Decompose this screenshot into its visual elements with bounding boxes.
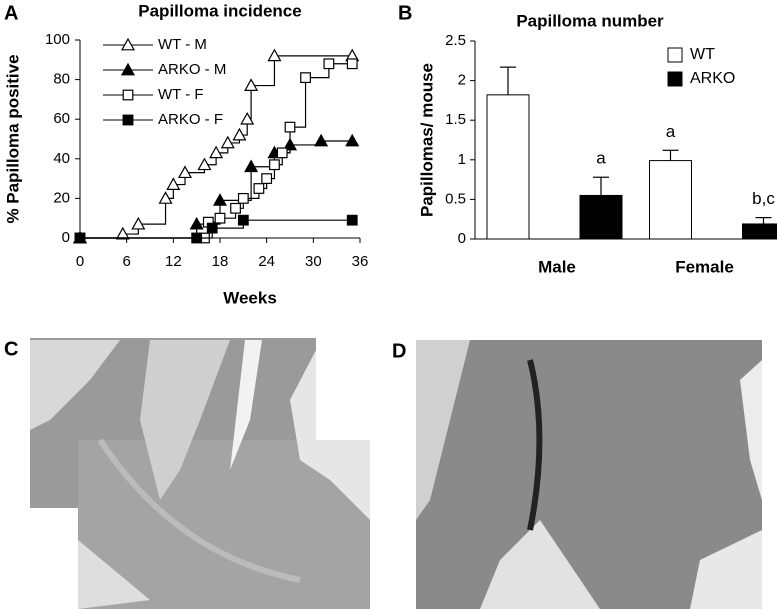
bar	[579, 194, 623, 240]
marker	[212, 193, 228, 206]
marker	[158, 191, 173, 204]
marker	[300, 72, 311, 84]
marker	[276, 147, 288, 159]
marker	[244, 159, 259, 173]
marker	[267, 48, 282, 62]
y-tick-label: 0	[62, 229, 70, 246]
marker	[197, 157, 212, 171]
annotation: a	[596, 149, 606, 168]
y-tick-label: 60	[53, 110, 70, 127]
y-axis-label: % Papilloma positive	[3, 54, 22, 223]
marker	[214, 212, 226, 224]
x-tick-label: 12	[165, 253, 182, 270]
panel-label: A	[4, 2, 18, 24]
y-tick-label: 1.5	[445, 111, 466, 128]
x-tick-label: 24	[258, 253, 275, 270]
histology-c	[30, 338, 370, 609]
marker	[177, 165, 193, 179]
marker	[206, 222, 218, 234]
legend-label: WT - M	[158, 36, 207, 53]
marker	[191, 232, 203, 244]
marker	[131, 216, 146, 230]
marker	[189, 216, 204, 230]
panel-label: D	[392, 340, 406, 362]
y-tick-label: 2.5	[445, 32, 466, 49]
legend-label: WT	[690, 46, 715, 63]
legend-label: ARKO	[690, 70, 735, 87]
y-tick-label: 2	[458, 72, 466, 89]
marker	[261, 173, 273, 185]
chart-title: Papilloma incidence	[138, 1, 301, 20]
legend-label: WT - F	[158, 86, 204, 103]
marker	[209, 145, 224, 159]
marker	[314, 133, 329, 147]
legend-swatch	[667, 47, 683, 63]
y-tick-label: 40	[53, 150, 70, 167]
marker	[237, 214, 249, 226]
marker	[230, 202, 241, 214]
marker	[323, 58, 335, 70]
legend-marker	[120, 37, 136, 51]
x-tick-label: 0	[76, 253, 84, 270]
panel-label: C	[4, 338, 18, 360]
marker	[345, 133, 360, 147]
marker	[115, 226, 130, 240]
bar	[742, 223, 777, 240]
y-tick-label: 0.5	[445, 190, 466, 207]
y-tick-label: 100	[45, 31, 70, 48]
annotation: b,c	[752, 189, 775, 208]
marker	[269, 159, 280, 171]
bar	[649, 160, 692, 240]
annotation: a	[666, 122, 676, 141]
x-tick-label: Female	[675, 257, 734, 276]
panel-label: B	[398, 2, 412, 24]
x-axis-label: Weeks	[223, 288, 277, 307]
x-tick-label: 30	[305, 253, 322, 270]
legend-label: ARKO - M	[158, 61, 226, 78]
marker	[220, 135, 235, 149]
histology-d	[416, 340, 762, 609]
y-axis-label: Papillomas/ mouse	[417, 63, 436, 217]
marker	[240, 111, 255, 125]
marker	[74, 232, 86, 244]
marker	[232, 127, 247, 141]
legend-marker	[122, 89, 134, 101]
y-tick-label: 1	[458, 151, 466, 168]
y-tick-label: 0	[458, 230, 466, 247]
marker	[237, 193, 249, 204]
legend-label: ARKO - F	[158, 111, 223, 128]
legend-marker	[120, 62, 136, 76]
marker	[284, 121, 296, 133]
bar	[486, 94, 530, 240]
x-tick-label: Male	[538, 257, 576, 276]
marker	[253, 183, 265, 194]
x-tick-label: 6	[122, 253, 130, 270]
y-tick-label: 80	[53, 71, 70, 88]
x-tick-label: 18	[212, 253, 229, 270]
y-tick-label: 20	[53, 189, 70, 206]
marker	[166, 177, 181, 190]
legend-swatch	[667, 71, 683, 87]
marker	[244, 78, 259, 91]
marker	[346, 214, 358, 226]
x-tick-label: 36	[352, 253, 369, 270]
chart-title: Papilloma number	[516, 11, 664, 30]
legend-marker	[122, 114, 134, 126]
marker	[346, 58, 358, 70]
